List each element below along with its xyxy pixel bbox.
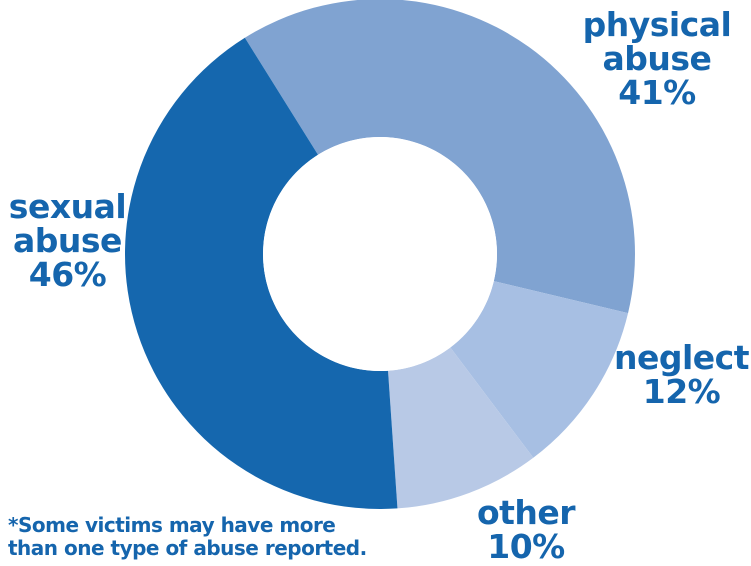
label-neglect-name: neglect bbox=[613, 338, 750, 377]
footnote-line-1: *Some victims may have more bbox=[8, 513, 336, 537]
footnote: *Some victims may have more than one typ… bbox=[8, 514, 428, 560]
slice-neglect bbox=[450, 281, 629, 458]
donut-hole bbox=[263, 137, 497, 371]
footnote-line-2: than one type of abuse reported. bbox=[8, 536, 367, 560]
slice-sexual-abuse bbox=[125, 37, 398, 510]
label-physical-abuse: physical abuse 41% bbox=[572, 8, 742, 110]
label-other: other 10% bbox=[470, 496, 582, 564]
label-physical-value: 41% bbox=[618, 73, 696, 112]
label-sexual-value: 46% bbox=[28, 255, 107, 294]
label-neglect-value: 12% bbox=[642, 372, 721, 411]
label-sexual-name-2: abuse bbox=[13, 221, 122, 260]
label-sexual-abuse: sexual abuse 46% bbox=[0, 190, 135, 292]
label-physical-name: physical bbox=[582, 5, 732, 44]
label-sexual-name: sexual bbox=[8, 187, 127, 226]
slice-other bbox=[388, 347, 534, 509]
label-physical-name-2: abuse bbox=[602, 39, 712, 78]
label-other-name: other bbox=[476, 493, 576, 532]
label-neglect: neglect 12% bbox=[612, 341, 751, 409]
label-other-value: 10% bbox=[487, 527, 565, 566]
slice-physical-abuse bbox=[244, 0, 635, 314]
